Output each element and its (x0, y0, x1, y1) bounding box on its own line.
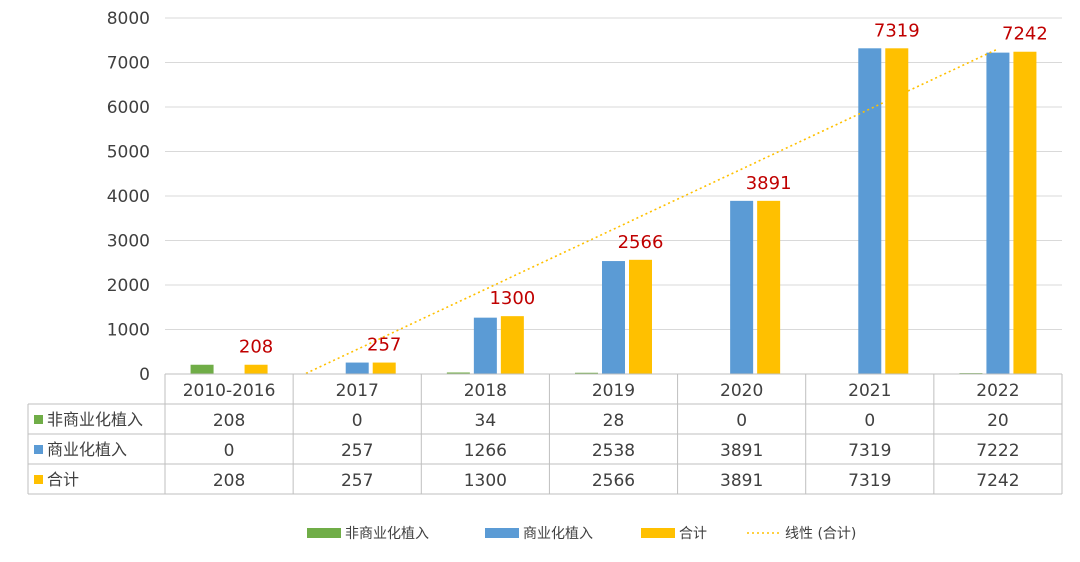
category-label: 2020 (720, 381, 763, 401)
bar (858, 48, 882, 374)
category-label: 2010-2016 (183, 381, 276, 401)
table-cell: 7222 (976, 441, 1019, 461)
bar (244, 364, 268, 374)
table-cell: 0 (736, 411, 747, 431)
table-cell: 34 (475, 411, 497, 431)
table-cell: 257 (341, 471, 373, 491)
trendline (305, 48, 999, 375)
trendline-line (305, 48, 999, 375)
bar (372, 362, 396, 374)
bar (629, 259, 652, 374)
table-cell: 208 (213, 471, 245, 491)
data-label: 208 (239, 337, 273, 358)
table-cell: 1266 (464, 441, 507, 461)
data-label: 7319 (874, 20, 920, 41)
data-label: 2566 (618, 232, 664, 253)
data-label: 7242 (1002, 24, 1048, 45)
table-cell: 2538 (592, 441, 635, 461)
bar (1013, 51, 1037, 375)
legend: 非商业化植入 商业化植入 合计 线性 (合计) (307, 526, 856, 542)
table-cell: 257 (341, 441, 373, 461)
table-cell: 20 (987, 411, 1009, 431)
data-label: 257 (367, 335, 401, 356)
table-cell: 2566 (592, 471, 635, 491)
table-row-label: 商业化植入 (47, 440, 127, 459)
y-axis: 0 1000 2000 3000 4000 5000 6000 7000 8000 (107, 9, 150, 385)
table-legend-key (34, 415, 43, 424)
y-tick-label: 4000 (107, 187, 150, 207)
table-cell: 0 (864, 411, 875, 431)
bar (473, 317, 497, 374)
bars (190, 48, 1037, 375)
legend-swatch (307, 528, 341, 538)
y-tick-label: 8000 (107, 9, 150, 29)
table-cell: 1300 (464, 471, 507, 491)
data-labels: 208 257 1300 2566 3891 7319 7242 (239, 20, 1048, 357)
legend-label: 商业化植入 (523, 526, 593, 542)
table-cell: 3891 (720, 471, 763, 491)
y-tick-label: 6000 (107, 98, 150, 118)
table-row-label: 非商业化植入 (47, 410, 143, 429)
y-tick-label: 1000 (107, 321, 150, 341)
table-row-label: 合计 (47, 470, 79, 489)
table-legend-key (34, 475, 43, 484)
bar (885, 48, 909, 374)
data-label: 3891 (746, 173, 792, 194)
data-label: 1300 (489, 288, 535, 309)
y-tick-label: 7000 (107, 54, 150, 74)
category-label: 2018 (464, 381, 507, 401)
bar (190, 364, 214, 374)
category-label: 2019 (592, 381, 635, 401)
gridlines (165, 17, 1062, 330)
legend-label: 非商业化植入 (345, 526, 429, 542)
bar (446, 372, 470, 374)
legend-swatch (641, 528, 675, 538)
bar (730, 200, 754, 374)
table-cell: 0 (352, 411, 363, 431)
category-label: 2017 (336, 381, 379, 401)
bar (500, 316, 524, 374)
bar (575, 372, 598, 374)
bar (986, 52, 1010, 374)
bar (757, 200, 781, 374)
table-cell: 7319 (848, 441, 891, 461)
y-tick-label: 3000 (107, 232, 150, 252)
y-tick-label: 0 (139, 365, 150, 385)
table-cell: 7242 (976, 471, 1019, 491)
table-cell: 208 (213, 411, 245, 431)
table-cell: 7319 (848, 471, 891, 491)
table-cell: 0 (224, 441, 235, 461)
data-table: 2010-2016 2017 2018 2019 2020 2021 2022 非商业化植入 2… (27, 373, 1063, 495)
category-label: 2022 (976, 381, 1019, 401)
legend-label: 线性 (合计) (785, 526, 856, 542)
bar (602, 261, 625, 374)
table-legend-key (34, 445, 43, 454)
table-cell: 3891 (720, 441, 763, 461)
y-tick-label: 2000 (107, 276, 150, 296)
legend-swatch (485, 528, 519, 538)
category-label: 2021 (848, 381, 891, 401)
legend-label: 合计 (679, 526, 707, 542)
table-cell: 28 (603, 411, 625, 431)
bar (345, 362, 369, 374)
y-tick-label: 5000 (107, 143, 150, 163)
